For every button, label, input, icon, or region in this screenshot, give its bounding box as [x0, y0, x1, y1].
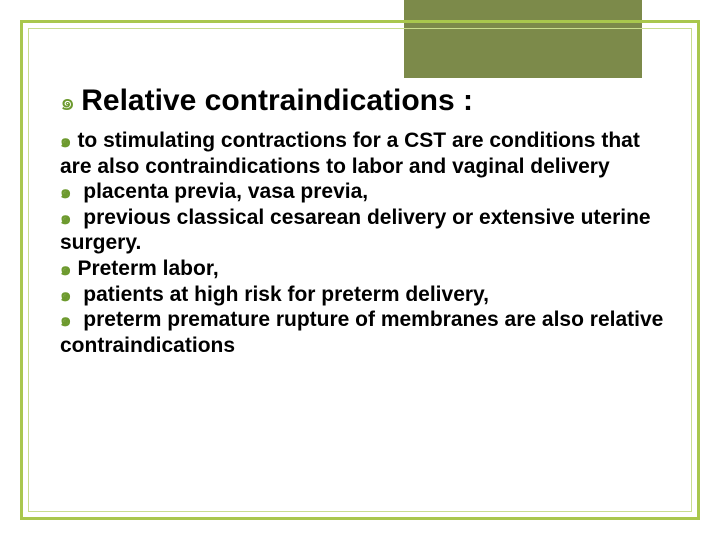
list-item: ๑ previous classical cesarean delivery o…: [60, 205, 670, 256]
list-item-text: patients at high risk for preterm delive…: [77, 283, 489, 306]
list-item-text: preterm premature rupture of membranes a…: [60, 308, 663, 357]
title-row: ๑ Relative contraindications :: [60, 84, 670, 118]
content-area: ๑ Relative contraindications : ๑to stimu…: [60, 84, 670, 358]
list-item-text: placenta previa, vasa previa,: [77, 180, 368, 203]
list-item: ๑ Preterm labor,: [60, 256, 670, 282]
leaf-bullet-icon: ๑: [60, 183, 71, 201]
bullet-list: ๑to stimulating contractions for a CST a…: [60, 128, 670, 358]
leaf-bullet-icon: ๑: [60, 311, 71, 329]
leaf-bullet-icon: ๑: [60, 209, 71, 227]
list-item: ๑ preterm premature rupture of membranes…: [60, 307, 670, 358]
list-item: ๑to stimulating contractions for a CST a…: [60, 128, 670, 179]
slide: ๑ Relative contraindications : ๑to stimu…: [0, 0, 720, 540]
list-item-text: Preterm labor,: [77, 257, 218, 280]
leaf-bullet-icon: ๑: [60, 91, 75, 115]
leaf-bullet-icon: ๑: [60, 132, 71, 150]
list-item: ๑ patients at high risk for preterm deli…: [60, 282, 670, 308]
list-item-text: to stimulating contractions for a CST ar…: [60, 129, 640, 178]
slide-title: Relative contraindications :: [81, 84, 473, 118]
list-item: ๑ placenta previa, vasa previa,: [60, 179, 670, 205]
leaf-bullet-icon: ๑: [60, 286, 71, 304]
leaf-bullet-icon: ๑: [60, 260, 71, 278]
list-item-text: previous classical cesarean delivery or …: [60, 206, 651, 255]
